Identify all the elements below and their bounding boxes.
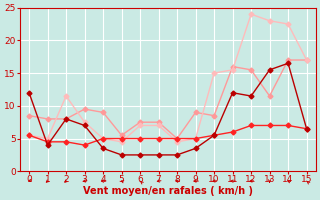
X-axis label: Vent moyen/en rafales ( km/h ): Vent moyen/en rafales ( km/h ) bbox=[83, 186, 253, 196]
